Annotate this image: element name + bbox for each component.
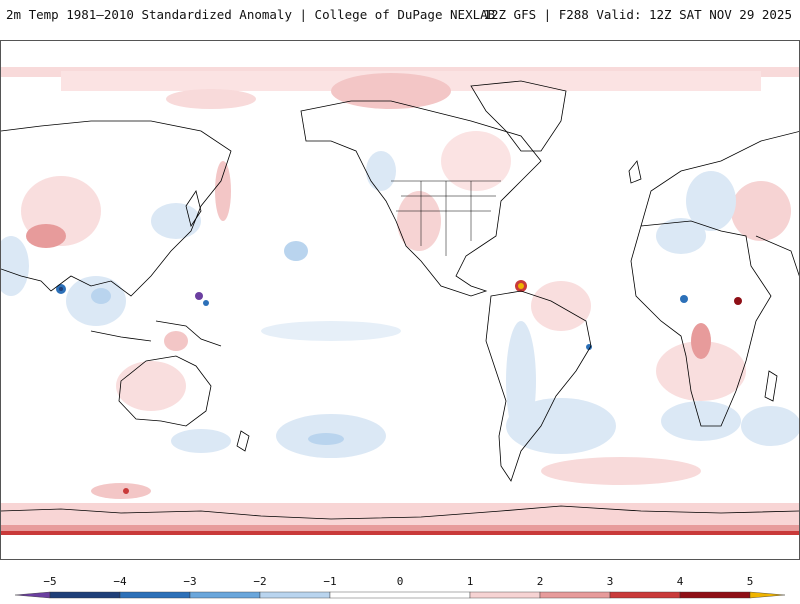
arabia-outline — [755, 235, 799, 277]
colorbar-segment — [749, 591, 786, 599]
japan-outline — [185, 190, 202, 227]
colorbar-segment — [119, 591, 191, 599]
colorbar-segment — [539, 591, 611, 599]
warm-anomaly-patches — [21, 73, 791, 499]
colorbar-segment — [259, 591, 331, 599]
us-state-lines — [391, 180, 501, 256]
north-america-outline — [300, 100, 542, 297]
colorbar-segment — [469, 591, 541, 599]
colorbar-tick-label: −2 — [253, 575, 266, 588]
extreme-anomaly-spots — [56, 280, 742, 494]
eurasia-outline — [1, 120, 799, 297]
colorbar-segment — [49, 591, 121, 599]
colorbar-segment — [609, 591, 681, 599]
colorbar-tick-label: 1 — [467, 575, 474, 588]
antarctica-outline — [1, 505, 799, 520]
cold-anomaly-patches — [1, 151, 799, 458]
south-america-outline — [485, 290, 592, 482]
model-run-label: 12Z GFS | F288 Valid: 12Z SAT NOV 29 202… — [483, 7, 792, 22]
map-title: 2m Temp 1981–2010 Standardized Anomaly |… — [6, 7, 496, 22]
africa-outline — [630, 220, 772, 427]
madagascar-outline — [764, 370, 778, 402]
colorbar-graphic: −5 −4 −3 −2 −1 0 1 2 3 4 5 — [14, 575, 786, 599]
anomaly-map — [1, 67, 799, 535]
colorbar-tick-label: 0 — [397, 575, 404, 588]
map-header: 2m Temp 1981–2010 Standardized Anomaly |… — [0, 0, 800, 30]
uk-outline — [628, 160, 642, 184]
antarctic-edge-band — [1, 531, 799, 535]
colorbar-tick-label: −4 — [113, 575, 127, 588]
colorbar-tick-label: −1 — [323, 575, 336, 588]
colorbar-tick-label: 4 — [677, 575, 684, 588]
colorbar-segment — [14, 591, 51, 599]
map-frame — [0, 40, 800, 560]
colorbar-tick-label: −5 — [43, 575, 56, 588]
greenland-outline — [470, 80, 567, 152]
colorbar-segment — [189, 591, 261, 599]
new-zealand-outline — [236, 430, 250, 452]
coastlines — [1, 80, 799, 520]
antarctic-warm-band — [1, 503, 799, 525]
colorbar-segment — [679, 591, 751, 599]
colorbar: −5 −4 −3 −2 −1 0 1 2 3 4 5 — [0, 570, 800, 600]
colorbar-segment — [329, 591, 471, 599]
colorbar-tick-label: 5 — [747, 575, 754, 588]
colorbar-tick-label: 3 — [607, 575, 614, 588]
australia-outline — [118, 355, 212, 427]
antarctic-strong-band — [1, 525, 799, 531]
colorbar-tick-label: 2 — [537, 575, 544, 588]
colorbar-tick-label: −3 — [183, 575, 196, 588]
indonesia-outline — [90, 320, 222, 347]
